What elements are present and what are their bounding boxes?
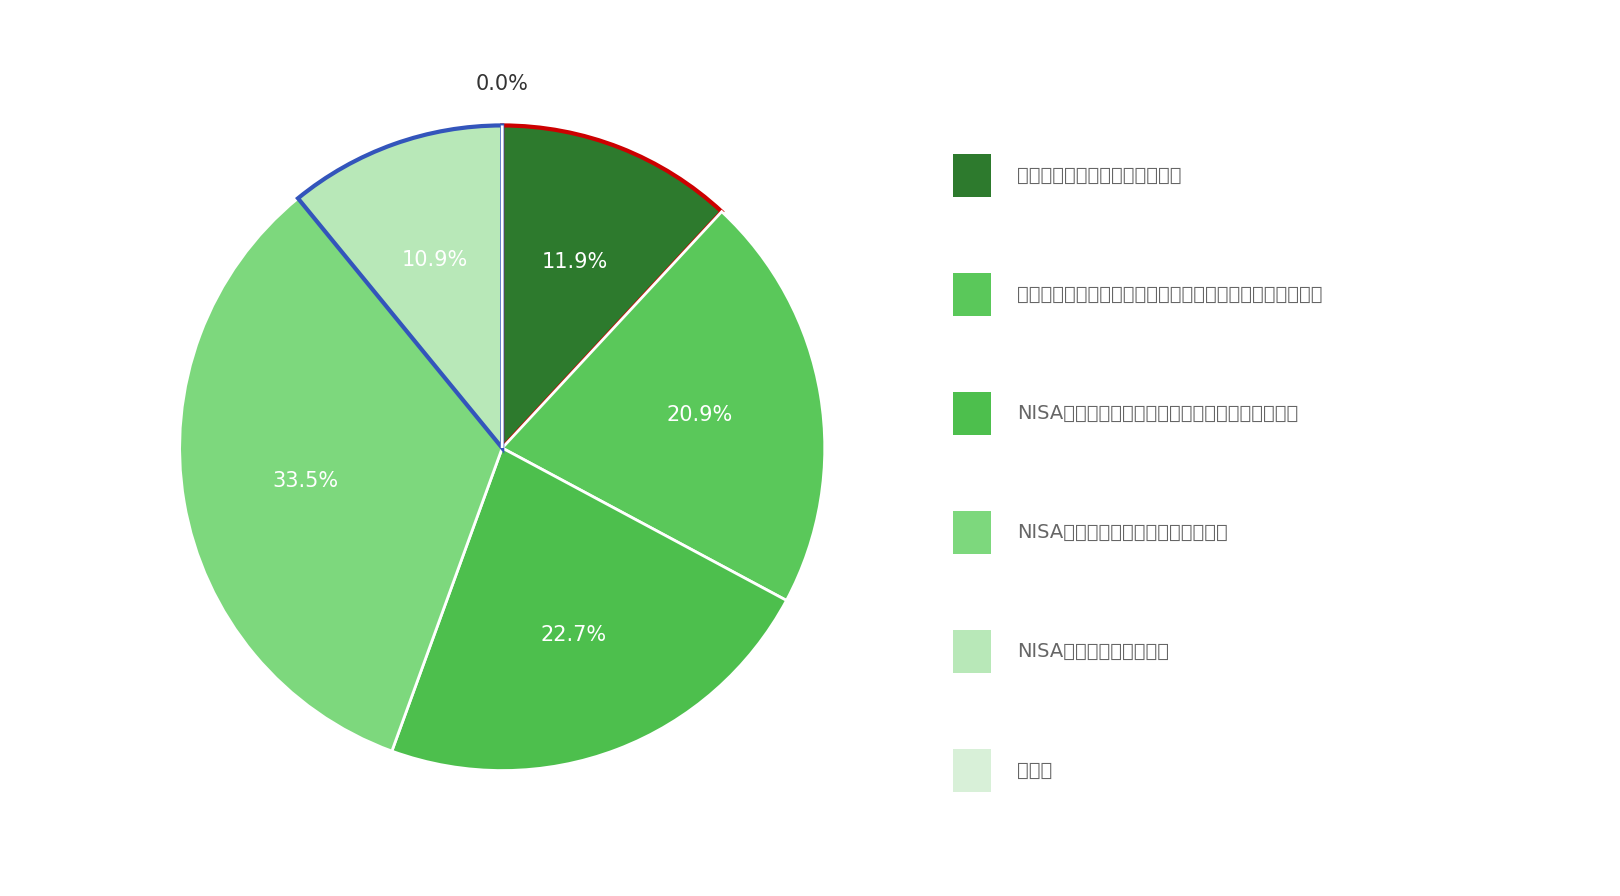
Text: 22.7%: 22.7% <box>541 625 606 645</box>
FancyBboxPatch shape <box>953 273 991 316</box>
FancyBboxPatch shape <box>953 392 991 435</box>
Wedge shape <box>180 198 502 751</box>
Text: 33.5%: 33.5% <box>272 471 339 492</box>
Text: 20.9%: 20.9% <box>666 405 732 425</box>
Text: 10.9%: 10.9% <box>402 250 468 270</box>
Text: 新しい制度内容まで知っている: 新しい制度内容まで知っている <box>1017 166 1183 185</box>
Wedge shape <box>392 448 786 771</box>
Text: 11.9%: 11.9% <box>543 252 609 271</box>
Text: その他: その他 <box>1017 761 1053 780</box>
Wedge shape <box>502 211 825 600</box>
FancyBboxPatch shape <box>953 511 991 554</box>
Text: NISAは知っているが、新制度については知らない: NISAは知っているが、新制度については知らない <box>1017 404 1299 423</box>
FancyBboxPatch shape <box>953 749 991 792</box>
Text: NISAの名前を聞いたことがある程度: NISAの名前を聞いたことがある程度 <box>1017 523 1228 542</box>
Text: NISA自体を初めて聞いた: NISA自体を初めて聞いた <box>1017 642 1170 661</box>
FancyBboxPatch shape <box>953 630 991 673</box>
Wedge shape <box>502 125 721 448</box>
FancyBboxPatch shape <box>953 154 991 197</box>
Text: 新しい制度ができることは知っているが、内容は知らない: 新しい制度ができることは知っているが、内容は知らない <box>1017 285 1324 304</box>
Text: 0.0%: 0.0% <box>476 73 528 93</box>
Wedge shape <box>298 125 502 448</box>
